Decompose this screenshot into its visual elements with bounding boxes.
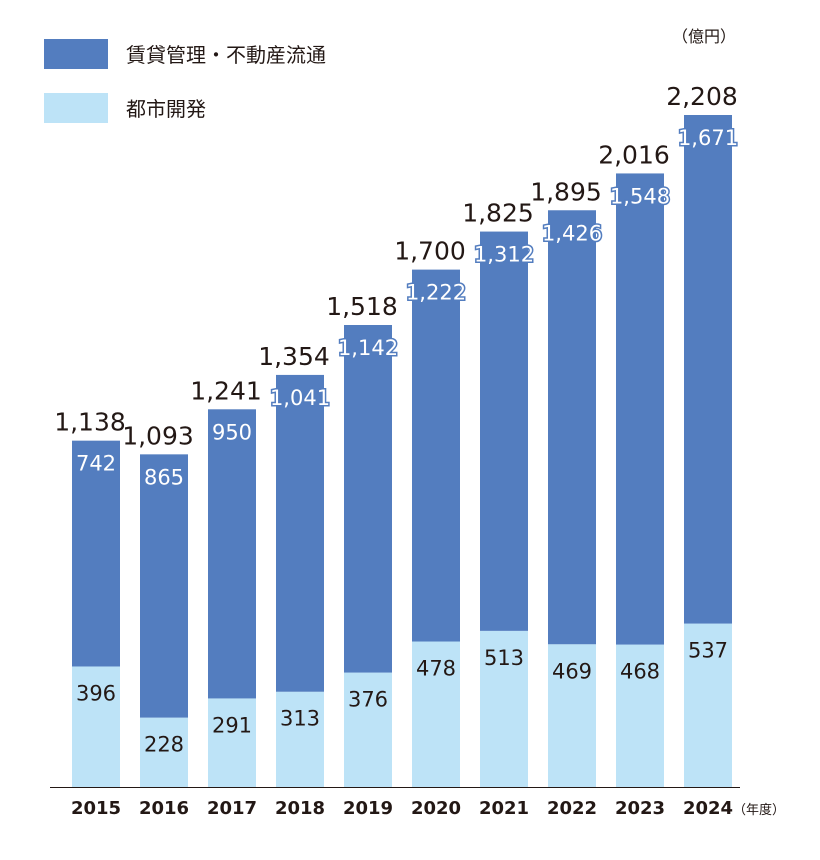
bar-urban-2016 bbox=[140, 717, 188, 787]
label-rental-2019: 1,142 bbox=[338, 336, 398, 360]
bar-urban-2021 bbox=[480, 630, 528, 787]
label-rental-2024: 1,671 bbox=[678, 126, 738, 150]
y-unit-label: （億円） bbox=[672, 27, 736, 46]
label-urban-2019: 376 bbox=[348, 688, 388, 712]
label-total-2021: 1,825 bbox=[462, 199, 534, 228]
legend-label-rental: 賃貸管理・不動産流通 bbox=[126, 43, 326, 67]
bar-urban-2018 bbox=[276, 691, 324, 787]
label-urban-2023: 468 bbox=[620, 660, 660, 684]
bar-rental-2021 bbox=[480, 231, 528, 631]
x-unit-label: （年度） bbox=[733, 802, 785, 818]
label-urban-2015: 396 bbox=[76, 681, 116, 705]
label-total-2018: 1,354 bbox=[258, 342, 330, 371]
x-tick-2017: 2017 bbox=[207, 798, 257, 819]
bar-rental-2017 bbox=[208, 409, 256, 699]
x-tick-2020: 2020 bbox=[411, 798, 461, 819]
legend: 賃貸管理・不動産流通 都市開発 bbox=[44, 39, 326, 123]
label-rental-2021: 1,312 bbox=[474, 243, 534, 267]
legend-swatch-rental bbox=[44, 39, 108, 69]
bar-rental-2024 bbox=[684, 115, 732, 624]
label-urban-2024: 537 bbox=[688, 639, 728, 663]
bar-urban-2024 bbox=[684, 623, 732, 787]
bar-rental-2020 bbox=[412, 269, 460, 642]
label-total-2017: 1,241 bbox=[190, 376, 262, 405]
bar-urban-2019 bbox=[344, 672, 392, 787]
label-urban-2021: 513 bbox=[484, 646, 524, 670]
x-tick-2022: 2022 bbox=[547, 798, 597, 819]
bar-urban-2023 bbox=[616, 644, 664, 787]
label-rental-2022: 1,426 bbox=[542, 221, 602, 245]
legend-swatch-urban bbox=[44, 93, 108, 123]
bar-rental-2018 bbox=[276, 374, 324, 692]
label-rental-2017: 950 bbox=[212, 420, 252, 444]
label-total-2019: 1,518 bbox=[326, 292, 398, 321]
label-urban-2018: 313 bbox=[280, 707, 320, 731]
bar-rental-2022 bbox=[548, 210, 596, 645]
label-urban-2017: 291 bbox=[212, 713, 252, 737]
x-tick-2019: 2019 bbox=[343, 798, 393, 819]
label-total-2016: 1,093 bbox=[122, 421, 194, 450]
bar-rental-2019 bbox=[344, 325, 392, 673]
label-rental-2020: 1,222 bbox=[406, 281, 466, 305]
label-urban-2016: 228 bbox=[144, 733, 184, 757]
x-tick-2018: 2018 bbox=[275, 798, 325, 819]
bar-urban-2015 bbox=[72, 666, 120, 787]
x-tick-2024: 2024 bbox=[683, 798, 733, 819]
label-rental-2015: 742 bbox=[76, 452, 116, 476]
legend-label-urban: 都市開発 bbox=[126, 97, 206, 121]
label-total-2015: 1,138 bbox=[54, 408, 126, 437]
bar-urban-2020 bbox=[412, 641, 460, 787]
label-rental-2016: 865 bbox=[144, 465, 184, 489]
label-total-2023: 2,016 bbox=[598, 140, 670, 169]
bar-rental-2016 bbox=[140, 454, 188, 718]
x-tick-2015: 2015 bbox=[71, 798, 121, 819]
bar-urban-2017 bbox=[208, 698, 256, 787]
label-total-2020: 1,700 bbox=[394, 237, 466, 266]
label-total-2024: 2,208 bbox=[666, 82, 738, 111]
x-tick-2021: 2021 bbox=[479, 798, 529, 819]
label-urban-2020: 478 bbox=[416, 657, 456, 681]
x-tick-2016: 2016 bbox=[139, 798, 189, 819]
bar-urban-2022 bbox=[548, 644, 596, 787]
bar-rental-2015 bbox=[72, 440, 120, 667]
label-total-2022: 1,895 bbox=[530, 177, 602, 206]
label-rental-2023: 1,548 bbox=[610, 184, 670, 208]
label-rental-2018: 1,041 bbox=[270, 386, 330, 410]
x-tick-2023: 2023 bbox=[615, 798, 665, 819]
bar-rental-2023 bbox=[616, 173, 664, 645]
label-urban-2022: 469 bbox=[552, 659, 592, 683]
